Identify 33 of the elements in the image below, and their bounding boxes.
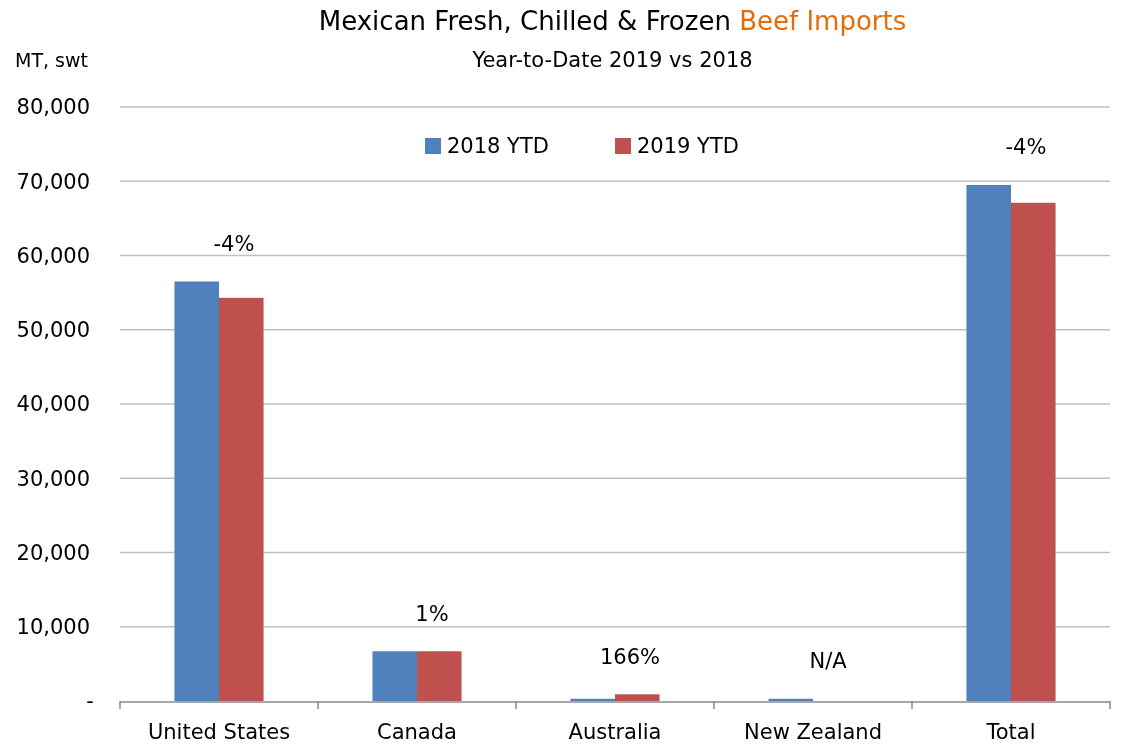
bar <box>219 297 264 701</box>
annotation: -4% <box>1005 135 1047 160</box>
x-tick-label: Australia <box>568 720 662 744</box>
x-tick-label: Canada <box>377 720 457 744</box>
y-tick-label: 40,000 <box>16 392 90 417</box>
y-tick-label: - <box>86 689 94 714</box>
x-tick-label: Total <box>985 720 1036 744</box>
bar <box>966 184 1011 701</box>
y-tick-label: 70,000 <box>16 169 90 194</box>
y-tick-label: 60,000 <box>16 243 90 268</box>
bar <box>372 651 417 701</box>
bar <box>1011 202 1056 701</box>
annotation: 1% <box>415 601 449 626</box>
annotation: N/A <box>809 649 848 674</box>
bar <box>768 698 813 701</box>
y-tick-label: 50,000 <box>16 318 90 343</box>
bar <box>615 694 660 701</box>
bar <box>570 698 615 701</box>
y-tick-label: 20,000 <box>16 540 90 565</box>
x-tick-label: United States <box>147 720 291 744</box>
annotation: -4% <box>213 231 255 256</box>
y-tick-label: 80,000 <box>16 95 90 120</box>
bar <box>417 651 462 701</box>
y-tick-label: 30,000 <box>16 466 90 491</box>
annotation: 166% <box>599 644 661 669</box>
y-axis-title: MT, swt <box>15 49 88 71</box>
bar <box>174 281 219 701</box>
chart-subtitle: Year-to-Date 2019 vs 2018 <box>471 48 753 72</box>
y-tick-label: 10,000 <box>16 615 90 640</box>
legend-label: 2018 YTD <box>447 134 549 159</box>
x-tick-label: New Zealand <box>744 720 882 744</box>
chart-title: Mexican Fresh, Chilled & Frozen Beef Imports <box>318 6 907 36</box>
legend-label: 2019 YTD <box>637 134 739 159</box>
